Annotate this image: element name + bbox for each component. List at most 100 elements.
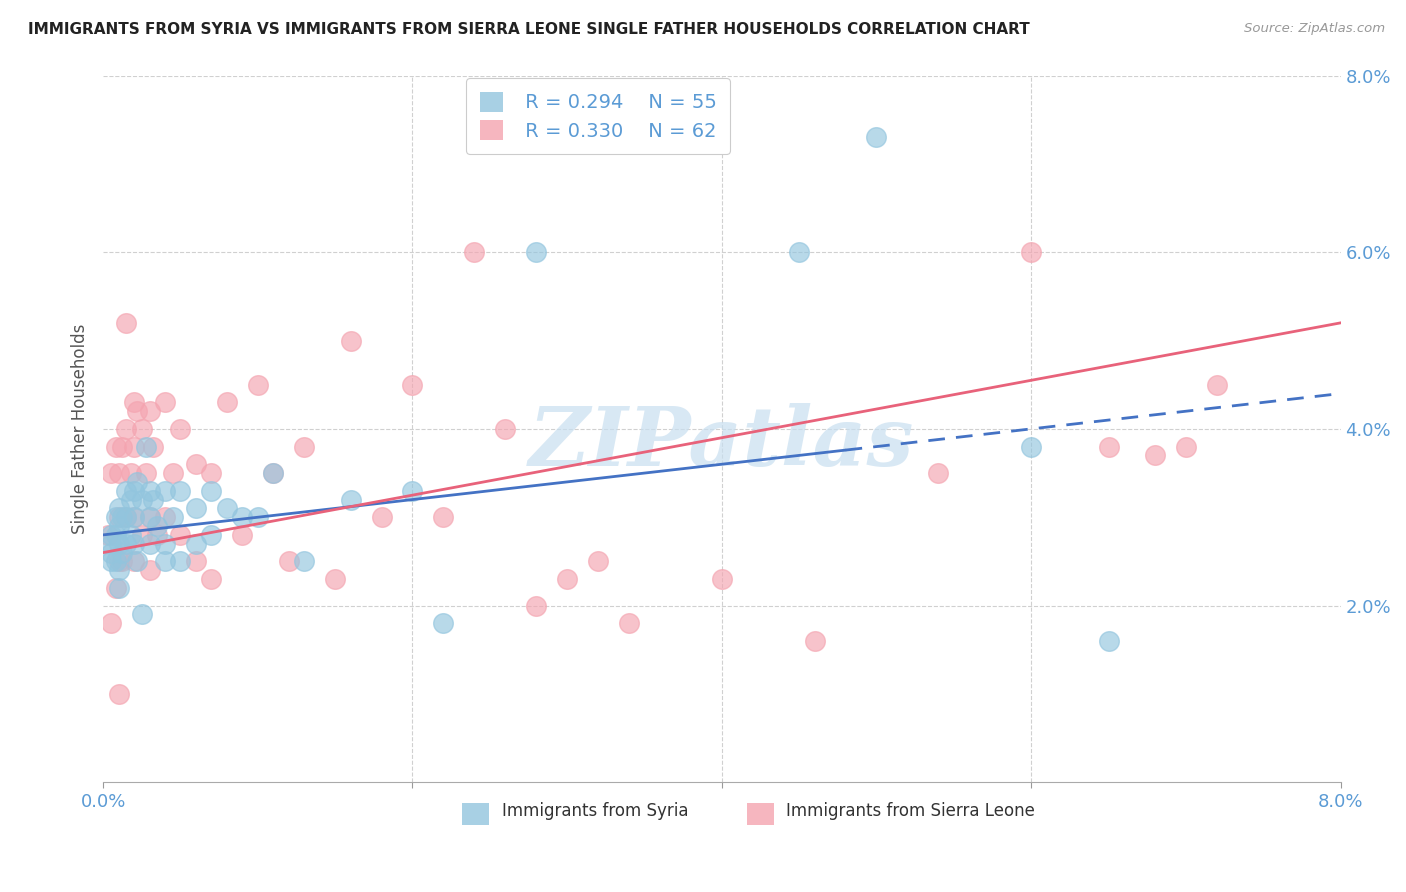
Point [111,510,134,524]
Point [169,528,191,542]
Point [277,554,299,568]
Point [323,572,346,586]
Point [138,483,160,498]
Point [107,510,129,524]
Point [135,466,157,480]
Point [215,501,238,516]
Point [169,483,191,498]
Point [131,528,153,542]
Point [262,466,284,480]
Point [111,554,134,568]
Point [135,440,157,454]
Point [115,510,138,524]
Point [131,422,153,436]
Point [138,563,160,577]
Legend:  R = 0.294    N = 55,  R = 0.330    N = 62: R = 0.294 N = 55, R = 0.330 N = 62 [467,78,730,154]
Point [107,687,129,701]
Point [122,440,145,454]
Point [710,572,733,586]
Point [122,483,145,498]
Point [122,510,145,524]
Point [803,634,825,648]
Point [246,377,269,392]
Point [292,440,315,454]
Point [107,563,129,577]
Point [138,537,160,551]
Point [184,554,207,568]
Point [97,528,120,542]
Point [104,581,127,595]
Point [107,501,129,516]
Point [138,510,160,524]
Point [131,607,153,622]
Point [153,483,176,498]
Point [100,554,122,568]
Text: Immigrants from Sierra Leone: Immigrants from Sierra Leone [786,802,1035,820]
Point [184,501,207,516]
Point [401,377,423,392]
Point [184,537,207,551]
Text: IMMIGRANTS FROM SYRIA VS IMMIGRANTS FROM SIERRA LEONE SINGLE FATHER HOUSEHOLDS C: IMMIGRANTS FROM SYRIA VS IMMIGRANTS FROM… [28,22,1029,37]
Point [120,528,142,542]
Point [120,492,142,507]
Point [111,440,134,454]
Point [100,616,122,631]
Point [1205,377,1227,392]
Point [115,537,138,551]
Text: ZIPatlas: ZIPatlas [529,403,914,483]
Point [555,572,578,586]
Text: Source: ZipAtlas.com: Source: ZipAtlas.com [1244,22,1385,36]
Point [100,537,122,551]
Point [339,492,361,507]
Point [370,510,392,524]
Point [184,457,207,471]
Point [292,554,315,568]
Y-axis label: Single Father Households: Single Father Households [72,324,89,534]
Point [524,245,547,260]
Point [153,510,176,524]
Point [432,510,454,524]
Point [927,466,949,480]
Point [107,519,129,533]
Point [215,395,238,409]
Point [231,510,253,524]
Point [107,554,129,568]
Point [1097,634,1119,648]
Bar [747,804,773,825]
Point [122,537,145,551]
Point [162,466,184,480]
Point [432,616,454,631]
Point [100,545,122,559]
Point [1174,440,1197,454]
Point [111,545,134,559]
Point [246,510,269,524]
Point [107,466,129,480]
Point [162,510,184,524]
Point [339,334,361,348]
Point [146,519,169,533]
Point [127,404,149,418]
Point [463,245,485,260]
Point [1143,449,1166,463]
Point [138,404,160,418]
Point [142,440,165,454]
Point [586,554,609,568]
Point [115,483,138,498]
Point [494,422,516,436]
Point [107,581,129,595]
Point [127,475,149,489]
Point [865,130,887,145]
Point [617,616,640,631]
Point [1097,440,1119,454]
Point [104,528,127,542]
Point [262,466,284,480]
Point [107,537,129,551]
Point [104,554,127,568]
Point [200,572,222,586]
Point [169,422,191,436]
Point [104,440,127,454]
Point [200,483,222,498]
Point [1019,245,1042,260]
Point [122,510,145,524]
Point [138,510,160,524]
